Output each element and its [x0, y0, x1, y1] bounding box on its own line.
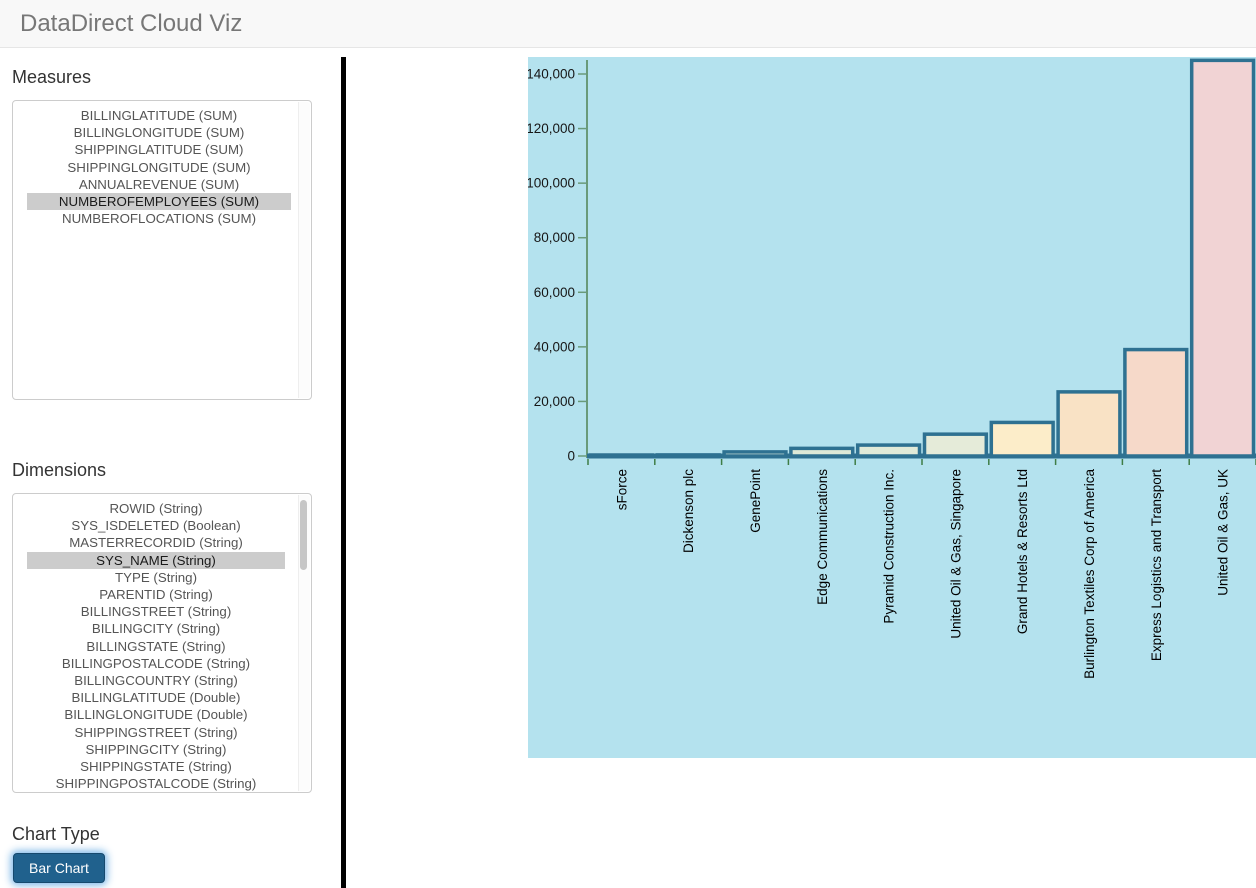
dimension-option[interactable]: BILLINGPOSTALCODE (String)	[61, 655, 251, 671]
x-category-label: United Oil & Gas, Singapore	[948, 469, 963, 639]
y-tick-label: 140,000	[528, 67, 575, 82]
measure-option[interactable]: SHIPPINGLATITUDE (SUM)	[74, 142, 244, 158]
bar-4[interactable]	[789, 446, 855, 458]
x-category-label: GenePoint	[748, 469, 763, 533]
dimension-option[interactable]: BILLINGCOUNTRY (String)	[74, 673, 238, 689]
bar-5[interactable]	[855, 443, 922, 458]
bar-chart: 0 20,000 40,000 60,000 80,000 100,000 120,000 1…	[528, 58, 1256, 679]
dimension-option[interactable]: BILLINGCITY (String)	[91, 621, 221, 637]
dimension-option[interactable]: SHIPPINGCOUNTRY (String)	[27, 792, 285, 793]
x-category-label: sForce	[614, 469, 629, 510]
dimension-option[interactable]: BILLINGLONGITUDE (Double)	[64, 707, 248, 723]
bar-3[interactable]	[722, 450, 788, 458]
bar-8[interactable]	[1056, 390, 1122, 458]
dimensions-scrollbar-track[interactable]	[298, 495, 310, 791]
measure-option[interactable]: NUMBEROFEMPLOYEES (SUM)	[27, 193, 291, 211]
x-category-label: Pyramid Construction Inc.	[882, 469, 897, 624]
x-category-label: Grand Hotels & Resorts Ltd	[1015, 469, 1030, 634]
bar-6[interactable]	[922, 432, 989, 458]
measure-option[interactable]: ANNUALREVENUE (SUM)	[78, 176, 240, 192]
measure-option[interactable]: NUMBEROFLOCATIONS (SUM)	[61, 211, 257, 227]
dimension-option[interactable]: MASTERRECORDID (String)	[69, 535, 243, 551]
y-tick-label: 120,000	[528, 121, 575, 136]
x-category-label: United Oil & Gas, UK	[1216, 469, 1231, 596]
bar-2[interactable]	[655, 453, 721, 458]
bar-9[interactable]	[1123, 347, 1189, 458]
dimension-option[interactable]: SHIPPINGSTREET (String)	[74, 724, 238, 740]
y-tick-label: 60,000	[534, 285, 575, 300]
measure-option[interactable]: BILLINGLONGITUDE (SUM)	[73, 125, 245, 141]
measure-option[interactable]: SHIPPINGLONGITUDE (SUM)	[67, 159, 251, 175]
measures-scrollbar-track[interactable]	[298, 102, 310, 398]
dimension-option[interactable]: SHIPPINGSTATE (String)	[80, 759, 232, 775]
dimension-option[interactable]: SHIPPINGCITY (String)	[85, 741, 227, 757]
chart-type-heading: Chart Type	[12, 824, 100, 844]
y-tick-label: 100,000	[528, 176, 575, 191]
dimension-option[interactable]: BILLINGSTREET (String)	[80, 604, 232, 620]
pane-divider	[341, 57, 346, 888]
y-tick-label: 80,000	[534, 230, 575, 245]
x-category-label: Express Logistics and Transport	[1149, 469, 1164, 661]
x-category-label: Edge Communications	[815, 469, 830, 605]
dimension-option[interactable]: BILLINGLATITUDE (Double)	[71, 690, 241, 706]
measures-listbox[interactable]: BILLINGLATITUDE (SUM) BILLINGLONGITUDE (S…	[12, 100, 312, 400]
bar-7[interactable]	[989, 420, 1055, 458]
dimensions-scrollbar-thumb[interactable]	[300, 500, 307, 570]
chart-panel: 0 20,000 40,000 60,000 80,000 100,000 120,000 1…	[528, 57, 1256, 758]
dimension-option[interactable]: BILLINGSTATE (String)	[86, 638, 226, 654]
bar-chart-button[interactable]: Bar Chart	[13, 853, 105, 883]
x-category-label: Dickenson plc	[681, 469, 696, 553]
dimension-option[interactable]: SYS_NAME (String)	[27, 551, 285, 569]
measure-option[interactable]: BILLINGLATITUDE (SUM)	[80, 108, 238, 123]
bar-10[interactable]	[1189, 58, 1256, 458]
dimensions-listbox[interactable]: ROWID (String) SYS_ISDELETED (Boolean) MAS…	[12, 493, 312, 793]
y-tick-label: 0	[567, 449, 575, 464]
y-tick-label: 40,000	[534, 339, 575, 354]
app-header: DataDirect Cloud Viz	[0, 0, 1256, 48]
dimension-option[interactable]: PARENTID (String)	[99, 587, 213, 603]
x-axis-line	[587, 453, 1256, 459]
dimension-option[interactable]: TYPE (String)	[114, 569, 197, 585]
measures-heading: Measures	[12, 67, 92, 87]
bar-1[interactable]	[588, 453, 655, 458]
dimension-option[interactable]: SHIPPINGPOSTALCODE (String)	[55, 776, 257, 792]
dimension-option[interactable]: SYS_ISDELETED (Boolean)	[71, 518, 241, 534]
dimensions-heading: Dimensions	[12, 460, 107, 480]
y-tick-label: 20,000	[534, 394, 575, 409]
x-category-label: Burlington Textiles Corp of America	[1082, 469, 1097, 679]
app-title: DataDirect Cloud Viz	[20, 10, 243, 37]
dimension-option[interactable]: ROWID (String)	[109, 501, 203, 516]
